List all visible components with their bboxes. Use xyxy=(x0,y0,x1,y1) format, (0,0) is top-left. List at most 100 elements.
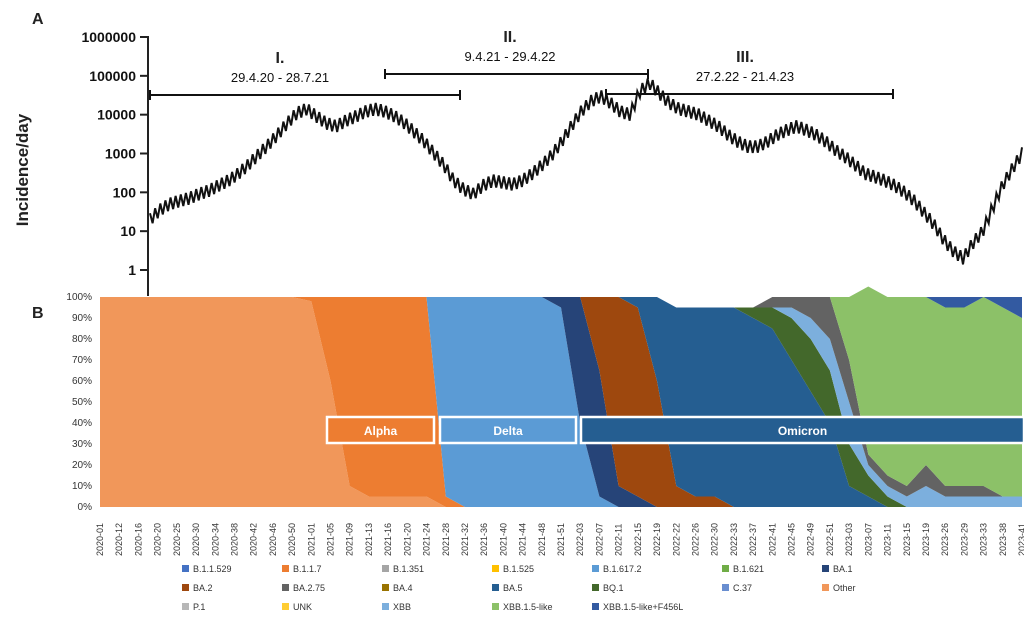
panel-b-xtick-label: 2021-01 xyxy=(306,523,316,556)
panel-a-ytick-label: 100 xyxy=(113,184,137,200)
legend-swatch xyxy=(182,603,189,610)
legend-label: C.37 xyxy=(733,583,752,593)
panel-b-ytick-label: 60% xyxy=(72,376,92,387)
legend-label: B.1.621 xyxy=(733,564,764,574)
panel-b-xtick-label: 2022-45 xyxy=(787,523,797,556)
panel-b-xtick-label: 2020-34 xyxy=(210,523,220,556)
panel-b-xtick-label: 2021-20 xyxy=(402,523,412,556)
panel-b-xtick-label: 2020-16 xyxy=(133,523,143,556)
legend-label: B.1.351 xyxy=(393,564,424,574)
variant-label: Omicron xyxy=(778,424,827,438)
area-series xyxy=(100,286,1022,497)
panel-b-xtick-label: 2020-20 xyxy=(153,523,163,556)
panel-b-xtick-label: 2020-38 xyxy=(230,523,240,556)
panel-b-xtick-label: 2023-07 xyxy=(863,523,873,556)
panel-b-xtick-label: 2021-16 xyxy=(383,523,393,556)
legend-label: B.1.1.529 xyxy=(193,564,232,574)
panel-b-xtick-label: 2021-36 xyxy=(479,523,489,556)
legend-swatch xyxy=(722,565,729,572)
panel-b-ytick-label: 0% xyxy=(78,502,93,513)
panel-a-ylabel: Incidence/day xyxy=(13,113,32,226)
panel-b-xtick-label: 2022-37 xyxy=(748,523,758,556)
panel-b-xtick-label: 2021-32 xyxy=(460,523,470,556)
panel-b-xtick-label: 2021-40 xyxy=(498,523,508,556)
panel-b-ytick-label: 30% xyxy=(72,439,92,450)
panel-b-xtick-label: 2021-05 xyxy=(326,523,336,556)
legend-label: B.1.617.2 xyxy=(603,564,642,574)
panel-b-xtick-label: 2023-15 xyxy=(902,523,912,556)
panel-b-xtick-label: 2022-15 xyxy=(633,523,643,556)
panel-b-ytick-label: 80% xyxy=(72,334,92,345)
panel-b-areas xyxy=(100,286,1022,507)
period-title: II. xyxy=(503,29,516,46)
panel-b-xtick-label: 2020-42 xyxy=(249,523,259,556)
area-series xyxy=(100,297,1022,497)
area-series xyxy=(100,297,1022,507)
panel-b-xtick-label: 2023-19 xyxy=(921,523,931,556)
variant-label: Alpha xyxy=(364,424,398,438)
legend-swatch xyxy=(182,584,189,591)
legend-label: B.1.525 xyxy=(503,564,534,574)
panel-b-xtick-label: 2022-07 xyxy=(594,523,604,556)
panel-b-xtick-label: 2022-11 xyxy=(614,524,624,556)
panel-b-xtick-label: 2020-01 xyxy=(95,523,105,556)
panel-b-xtick-label: 2023-11 xyxy=(883,524,893,556)
panel-b-xtick-label: 2023-33 xyxy=(979,523,989,556)
panel-b-xtick-label: 2021-09 xyxy=(345,523,355,556)
panel-a-ytick-label: 10 xyxy=(120,223,136,239)
legend-label: BA.4 xyxy=(393,583,413,593)
panel-b-xtick-label: 2021-44 xyxy=(518,523,528,556)
panel-b-xtick-label: 2020-12 xyxy=(114,523,124,556)
legend-swatch xyxy=(822,565,829,572)
legend-swatch xyxy=(182,565,189,572)
area-series xyxy=(100,297,1022,507)
area-series xyxy=(100,297,1022,507)
legend-label: BA.1 xyxy=(833,564,853,574)
variant-label-box xyxy=(325,415,436,445)
panel-b-xtick-label: 2021-24 xyxy=(422,523,432,556)
panel-b-ytick-label: 10% xyxy=(72,481,92,492)
panel-b-xtick-label: 2023-03 xyxy=(844,523,854,556)
panel-b-xtick-label: 2020-25 xyxy=(172,523,182,556)
panel-b-xtick-label: 2020-46 xyxy=(268,523,278,556)
panel-a-periods: I. 29.4.20 - 28.7.21 II. 9.4.21 - 29.4.22 II… xyxy=(149,29,894,100)
panel-a-letter: A xyxy=(32,11,44,28)
panel-b-xtick-label: 2020-50 xyxy=(287,523,297,556)
legend-label: BA.2 xyxy=(193,583,213,593)
panel-b-xtick-label: 2022-22 xyxy=(671,523,681,556)
period-range: 29.4.20 - 28.7.21 xyxy=(231,70,329,85)
legend-label: B.1.1.7 xyxy=(293,564,322,574)
panel-b-ytick-label: 50% xyxy=(72,397,92,408)
legend-label: Other xyxy=(833,583,856,593)
legend-label: XBB xyxy=(393,602,411,612)
legend-swatch xyxy=(282,584,289,591)
variant-label-box xyxy=(579,415,1024,445)
panel-a-ytick-label: 1000000 xyxy=(81,29,136,45)
panel-a-ytick-label: 10000 xyxy=(97,107,136,123)
legend-swatch xyxy=(722,584,729,591)
panel-b-letter: B xyxy=(32,305,44,322)
panel-b-xtick-label: 2022-30 xyxy=(710,523,720,556)
legend-swatch xyxy=(492,603,499,610)
panel-b-xtick-label: 2022-51 xyxy=(825,523,835,556)
panel-b-xtick-label: 2023-38 xyxy=(998,523,1008,556)
panel-b-xtick-label: 2022-33 xyxy=(729,523,739,556)
legend-swatch xyxy=(592,584,599,591)
legend-label: XBB.1.5-like+F456L xyxy=(603,602,683,612)
panel-a-yticks: 1000000 100000 10000 1000 100 10 1 xyxy=(81,29,148,278)
panel-b-xtick-label: 2021-28 xyxy=(441,523,451,556)
panel-b-xtick-label: 2021-48 xyxy=(537,523,547,556)
legend-label: BA.5 xyxy=(503,583,523,593)
period-range: 9.4.21 - 29.4.22 xyxy=(464,49,555,64)
legend-label: BQ.1 xyxy=(603,583,624,593)
variant-label: Delta xyxy=(493,424,523,438)
legend-swatch xyxy=(592,565,599,572)
period-range: 27.2.22 - 21.4.23 xyxy=(696,69,794,84)
variant-label-box xyxy=(438,415,578,445)
legend-label: P.1 xyxy=(193,602,205,612)
panel-b-xtick-label: 2023-29 xyxy=(959,523,969,556)
legend-swatch xyxy=(822,584,829,591)
legend-swatch xyxy=(382,584,389,591)
legend-label: UNK xyxy=(293,602,312,612)
legend-swatch xyxy=(592,603,599,610)
